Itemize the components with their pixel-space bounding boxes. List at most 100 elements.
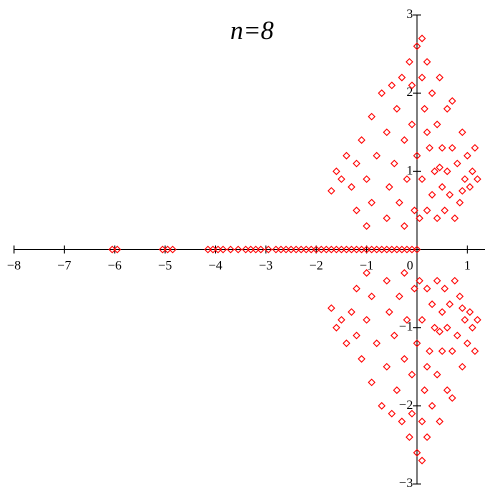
point [408,370,416,379]
point [256,245,265,254]
point [423,362,431,371]
point [163,245,172,254]
point [219,245,227,254]
point [430,323,439,332]
point [433,370,442,379]
point [385,183,394,191]
point [246,245,255,254]
point [352,206,361,215]
point [435,73,444,82]
point [312,245,321,254]
point [337,315,346,324]
x-tick-label: −5 [158,257,172,272]
point [387,245,396,254]
x-tick-label: −4 [209,257,223,272]
point [347,245,356,254]
point [332,323,341,332]
point [450,214,459,223]
point [413,151,421,160]
point [342,339,351,348]
point [392,386,401,395]
point [433,214,442,223]
point [435,417,444,426]
point [382,362,391,371]
point [448,143,457,152]
point [113,245,122,254]
point [453,159,462,168]
x-tick-label: −1 [360,257,374,272]
point [468,323,477,332]
point [352,331,361,340]
point [408,245,416,254]
point [445,190,454,199]
y-tick-label: 1 [406,162,413,177]
point [322,245,331,254]
point [448,97,457,105]
point [433,120,442,129]
point [277,245,285,254]
x-tick-label: −8 [7,257,21,272]
y-tick-label: 3 [406,6,413,21]
point [400,222,409,230]
point [418,315,426,324]
point [158,245,167,254]
point [397,245,406,254]
point [458,186,467,195]
point [357,245,366,254]
point [468,167,477,176]
point [342,151,351,160]
point [282,245,290,254]
point [428,190,437,199]
point [450,276,459,285]
point [226,245,235,254]
point [473,175,482,184]
point [413,448,421,457]
point [357,355,366,363]
point [367,245,376,254]
point [307,245,316,254]
point [352,284,361,293]
point [420,386,429,395]
point [234,245,243,254]
point [209,245,217,254]
point [367,112,376,121]
point [372,151,381,160]
point [400,136,409,144]
point [428,401,437,410]
point [204,245,212,254]
point [362,175,371,184]
point [392,245,401,254]
x-tick-label: 1 [464,257,471,272]
point [214,245,222,254]
point [423,284,431,293]
point [327,186,336,195]
y-tick-label: −2 [399,397,413,412]
chart-title: n=8 [230,16,274,45]
point [410,206,419,215]
y-tick-label: 2 [406,84,413,99]
point [430,167,439,176]
point [445,300,454,309]
point [327,245,336,254]
point [302,245,311,254]
point [423,433,431,442]
point [423,206,431,215]
point [400,355,409,363]
point [448,394,457,402]
point [395,292,404,301]
point [413,339,421,348]
point [297,245,306,254]
point [405,433,414,442]
point [428,300,437,309]
point [367,198,376,207]
point [408,81,416,90]
x-tick-label: −6 [108,257,122,272]
point [372,245,381,254]
point [438,143,447,152]
point [458,304,467,313]
point [382,214,391,223]
y-tick-label: −3 [399,475,413,490]
point [440,206,449,215]
point [418,175,426,184]
